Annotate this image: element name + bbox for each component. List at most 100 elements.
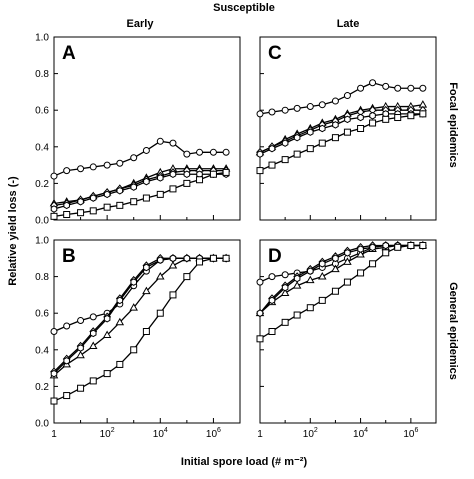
data-point-circle	[89, 313, 97, 321]
data-point-triangle	[115, 317, 125, 326]
y-tick-label: 0.0	[35, 419, 49, 430]
data-point-hexagon	[369, 111, 376, 120]
data-point-circle	[209, 148, 217, 156]
data-point-square	[357, 125, 365, 132]
series-circle-b	[50, 254, 230, 335]
series-square-d	[256, 241, 427, 343]
data-point-circle	[343, 92, 351, 100]
data-point-square	[77, 384, 85, 392]
data-point-circle	[116, 159, 124, 167]
series-hexagon-a	[50, 170, 230, 213]
data-point-hexagon	[50, 369, 58, 378]
x-tick-label: 1	[51, 429, 57, 440]
data-point-square	[382, 249, 390, 257]
data-point-circle	[357, 84, 365, 92]
data-point-hexagon	[268, 144, 276, 153]
row-label-general: General epidemics	[447, 282, 459, 380]
data-point-hexagon	[319, 260, 326, 268]
y-tick-label: 1.0	[35, 236, 49, 247]
data-point-square	[209, 254, 217, 262]
data-point-hexagon	[50, 205, 58, 213]
data-point-hexagon	[293, 133, 301, 142]
panel-letter-a: A	[62, 43, 76, 64]
data-point-square	[169, 291, 177, 299]
data-point-hexagon	[103, 314, 111, 323]
data-point-hexagon	[183, 254, 191, 263]
data-point-circle	[268, 108, 276, 116]
x-tick-label: 106	[403, 427, 418, 440]
y-tick-label: 1.0	[35, 33, 49, 44]
data-point-circle	[103, 161, 111, 169]
data-point-hexagon	[103, 190, 111, 199]
data-point-square	[196, 176, 204, 184]
data-point-square	[89, 207, 97, 215]
data-point-hexagon	[77, 344, 84, 352]
series-circle-c	[256, 79, 427, 118]
data-point-circle	[89, 163, 97, 171]
data-point-square	[318, 139, 326, 147]
data-point-square	[256, 335, 264, 343]
data-point-circle	[169, 139, 177, 147]
data-point-hexagon	[382, 241, 389, 250]
x-tick-label: 104	[153, 427, 168, 440]
data-point-hexagon	[77, 197, 84, 206]
data-point-hexagon	[89, 329, 97, 338]
data-point-square	[331, 287, 339, 295]
data-point-square	[318, 296, 326, 304]
data-point-square	[183, 179, 191, 187]
data-point-square	[293, 150, 301, 158]
chart-panel-d: D 1 102 104 106	[255, 239, 437, 440]
data-point-circle	[183, 150, 191, 158]
data-point-square	[222, 168, 230, 176]
data-point-hexagon	[357, 113, 364, 122]
data-point-square	[116, 360, 124, 368]
column-label-late: Late	[337, 18, 360, 30]
data-point-square	[343, 128, 351, 136]
chart-panel-a: A 0.0 0.2 0.4 0.6 0.8 1.0	[35, 33, 241, 227]
data-point-square	[222, 254, 230, 262]
data-point-square	[407, 241, 415, 249]
data-point-hexagon	[319, 124, 326, 133]
data-point-square	[394, 243, 402, 251]
data-point-hexagon	[143, 263, 150, 272]
data-point-square	[306, 304, 314, 312]
y-tick-label: 0.6	[35, 309, 49, 320]
chart-panel-b: B 0.0 0.2 0.4 0.6 0.8 1.0 1 102 104 106	[35, 236, 241, 440]
data-point-triangle	[76, 350, 85, 359]
data-point-triangle	[129, 303, 138, 311]
data-point-square	[419, 241, 427, 249]
data-point-square	[130, 346, 138, 354]
series-triangle-d	[255, 240, 428, 317]
data-point-circle	[281, 271, 289, 279]
data-point-square	[63, 392, 71, 400]
data-point-square	[331, 134, 339, 142]
x-tick-label: 102	[303, 427, 318, 440]
series-diamond-d	[256, 241, 427, 318]
x-axis-title: Initial spore load (# m⁻²)	[181, 456, 308, 468]
data-point-triangle	[88, 341, 98, 350]
data-point-square	[183, 273, 191, 281]
data-point-triangle	[306, 275, 315, 284]
data-point-circle	[382, 82, 390, 90]
x-tick-label: 102	[100, 427, 115, 440]
data-point-square	[306, 145, 314, 153]
data-point-hexagon	[157, 256, 164, 264]
data-point-square	[357, 269, 365, 277]
data-point-circle	[222, 148, 230, 156]
data-point-circle	[369, 79, 377, 87]
data-point-square	[343, 278, 351, 286]
y-tick-label: 0.8	[35, 272, 49, 283]
data-point-hexagon	[143, 177, 150, 186]
data-point-triangle	[102, 330, 112, 339]
data-point-square	[293, 311, 301, 319]
y-tick-label: 0.6	[35, 106, 49, 117]
panel-letter-d: D	[268, 246, 282, 267]
data-point-circle	[256, 110, 264, 118]
figure-title: Susceptible	[213, 2, 275, 14]
data-point-square	[89, 377, 97, 385]
data-point-circle	[281, 106, 289, 114]
data-point-hexagon	[157, 174, 164, 182]
data-point-square	[169, 185, 177, 193]
data-point-hexagon	[281, 283, 289, 292]
